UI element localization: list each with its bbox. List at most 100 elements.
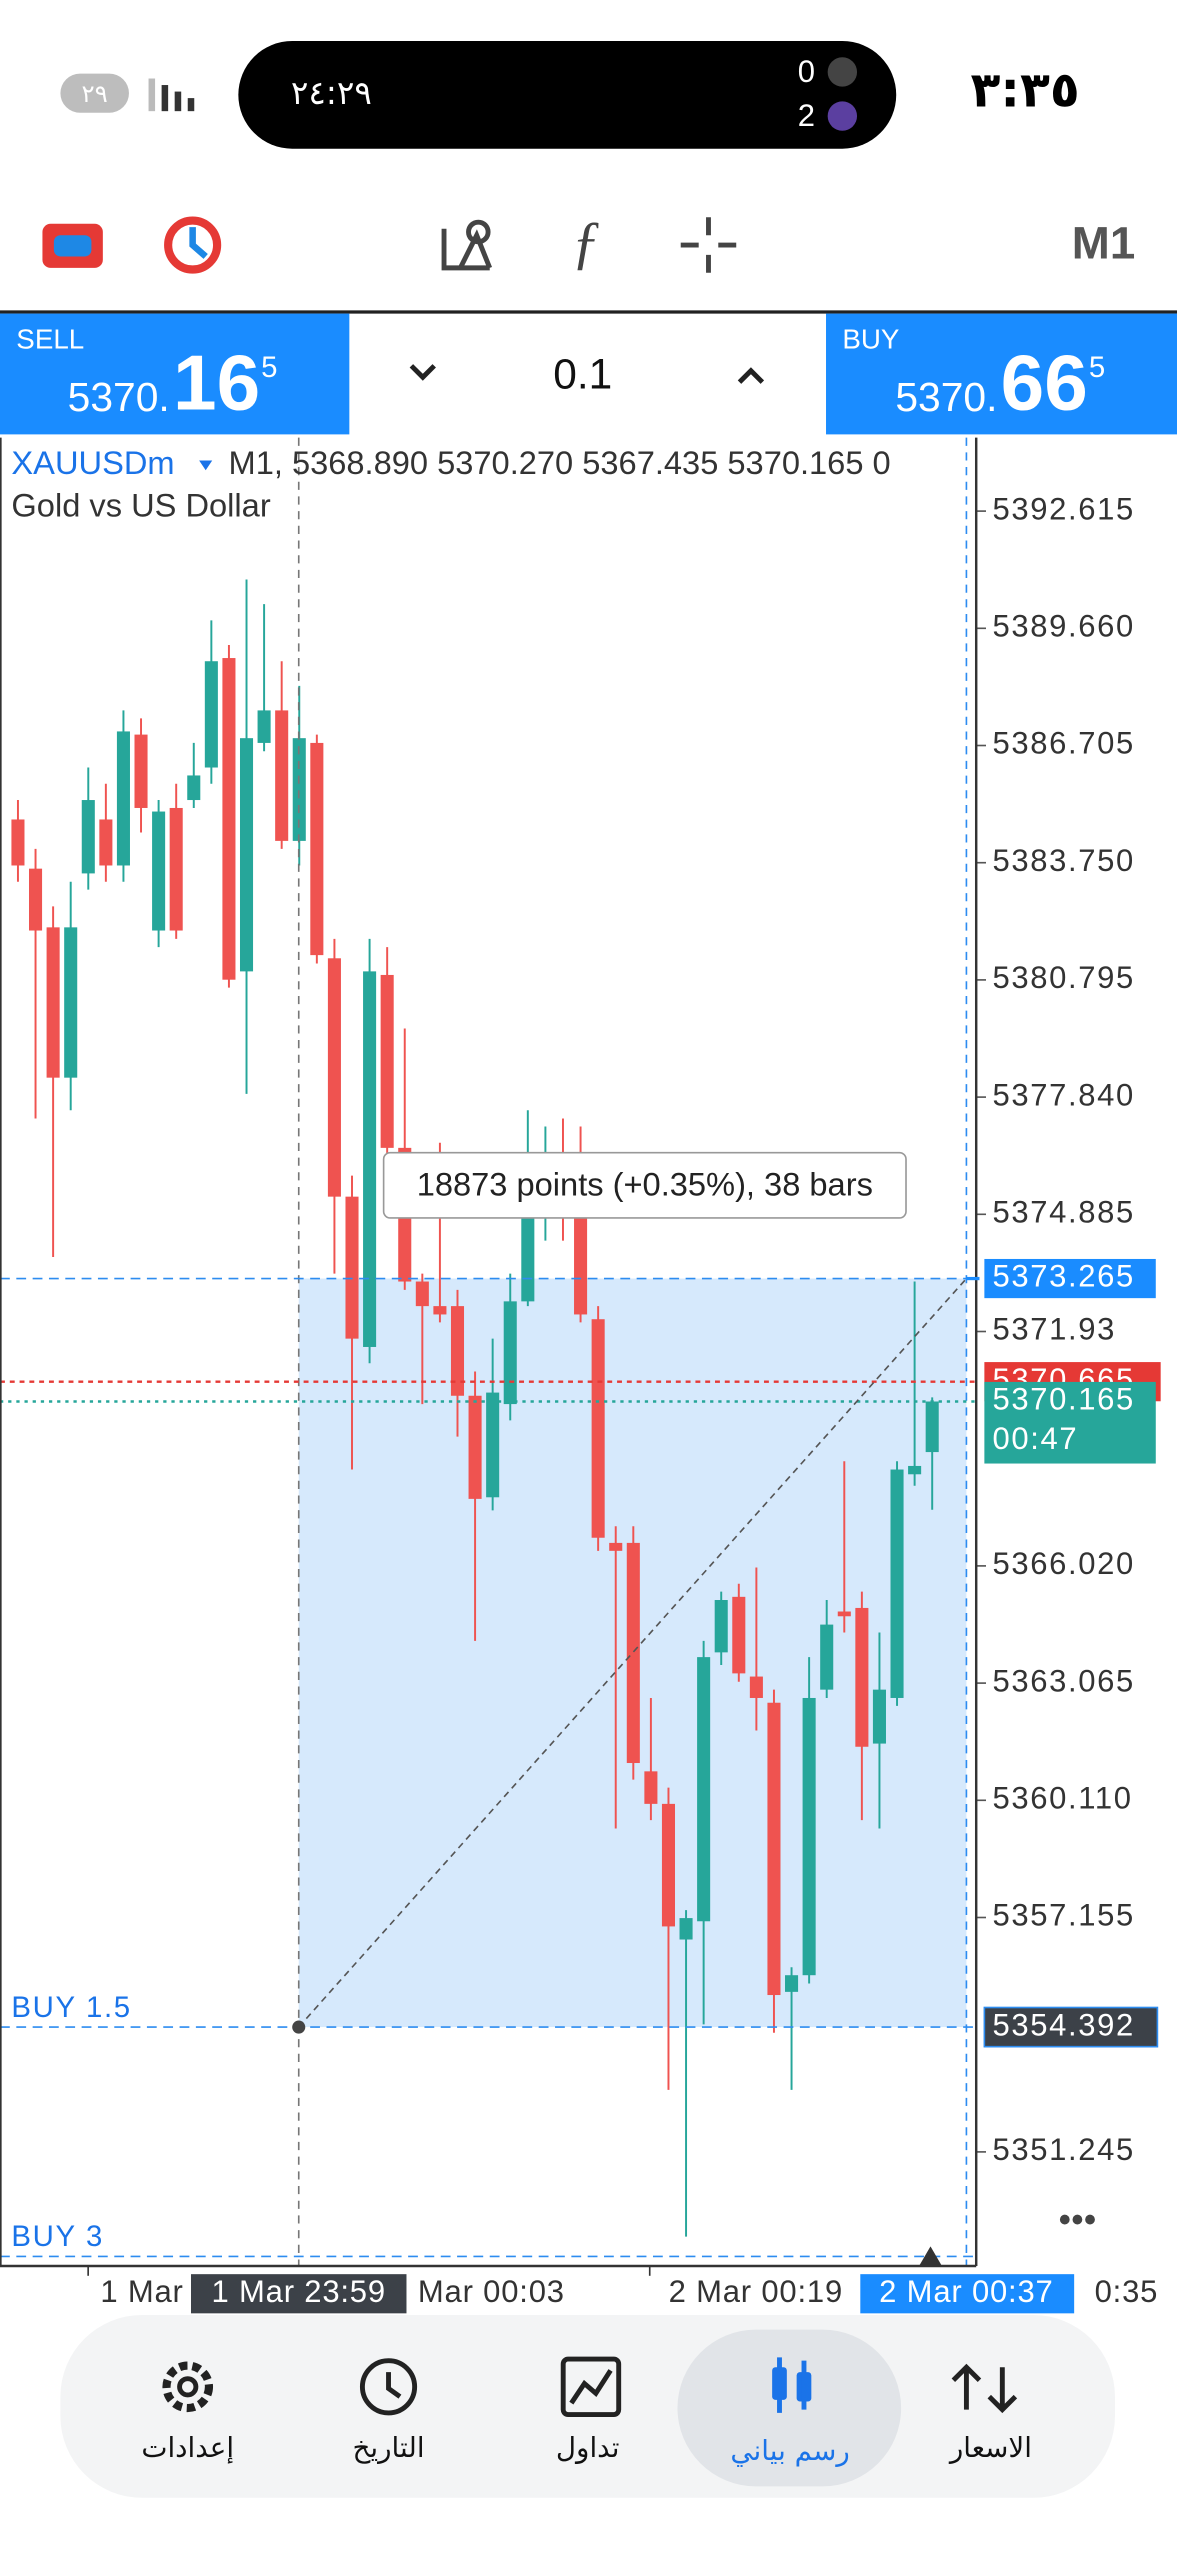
candle-body [714,1600,728,1653]
order-price-box [983,2006,1159,2048]
nav-label[interactable]: تداول [556,2431,620,2464]
crosshair-time-box [860,2274,1075,2314]
time-box [190,2274,407,2314]
crosshair-price: 5373.265 [993,1259,1135,1294]
nav-label[interactable]: رسم بياني [730,2434,849,2467]
candle-body [46,927,60,1078]
candle-body [239,738,254,972]
nav-label[interactable]: إعدادات [141,2431,234,2464]
candle-body [345,1196,359,1339]
objects-icon[interactable] [441,228,493,271]
candle-body [468,1395,482,1499]
candle-body [574,1208,588,1315]
sell-button[interactable] [0,313,350,435]
y-tick-label: 5360.110 [993,1780,1133,1815]
trade-nav-icon[interactable] [560,2356,622,2418]
bid-price: 5370.165 [993,1382,1135,1417]
candle-body [661,1803,676,1927]
candle-body [697,1657,711,1922]
trade-icon-inner [53,235,92,257]
battery-level: ٢٩ [82,79,108,108]
candle-body [626,1542,640,1764]
ohlc-info: M1, 5368.890 5370.270 5367.435 5370.165 … [229,444,891,481]
candle-body [450,1306,465,1396]
nav-label[interactable]: الاسعار [948,2431,1032,2464]
more-menu[interactable]: ••• [1059,2198,1097,2239]
candle-body [732,1596,746,1674]
candle-body [204,661,218,768]
measure-start [292,2020,306,2034]
function-icon[interactable]: ƒ [571,210,600,275]
trade-nav-line [569,2369,613,2405]
timeframe[interactable]: M1 [1072,218,1135,269]
candle-body [820,1624,834,1690]
y-tick-label: 5380.795 [993,960,1135,995]
candle-body [327,958,341,1197]
settings-icon[interactable] [162,2361,214,2413]
candle-body [486,1392,500,1498]
y-tick-label: 5374.885 [993,1194,1135,1229]
candle-body [925,1401,939,1453]
candle-body [81,800,95,874]
y-tick-label: 5366.020 [993,1546,1135,1581]
chart: 5392.615 5389.660 5386.705 5383.750 5380.795… [0,437,1161,2314]
y-tick-label: 5386.705 [993,726,1135,761]
candle-body [749,1676,763,1698]
candle-body [433,1306,447,1315]
chart-icon[interactable] [772,2357,812,2413]
candle-body [503,1301,517,1405]
y-tick-label: 5392.615 [993,491,1135,526]
crosshair-icon[interactable] [680,217,737,273]
candle-body [116,731,130,866]
lot-size[interactable]: 0.1 [553,350,612,397]
y-tick-label: 5371.93 [993,1312,1116,1347]
lot-down[interactable] [409,364,436,381]
score-home: 0 [798,54,815,89]
candle-body [872,1689,886,1744]
buy-price-big: 66 [1001,338,1088,426]
candle-body [222,658,236,980]
order-price: 5354.392 [993,2007,1135,2042]
lot-up[interactable] [737,367,765,384]
symbol-dropdown [199,460,213,471]
history-icon[interactable] [359,2358,418,2416]
buy-price: 5370. [895,374,997,420]
buy-button[interactable] [826,313,1177,435]
buy-price-sup: 5 [1089,351,1105,384]
indicator-icon[interactable] [164,216,222,274]
x-tick-label: 0:35 [1095,2274,1159,2309]
bar-timer: 00:47 [993,1421,1079,1456]
measure-start-time: 1 Mar 23:59 [212,2274,386,2309]
battery [60,73,129,113]
candle-body [99,819,113,866]
quotes-icon[interactable] [951,2363,1018,2414]
dynamic-island [238,40,897,149]
crosshair-time: 2 Mar 00:37 [879,2274,1053,2309]
candle-body [380,974,394,1148]
y-tick-label: 5363.065 [993,1663,1135,1698]
candle-body [591,1319,605,1538]
candle-body [134,734,148,808]
candle-body [11,819,25,866]
description: Gold vs US Dollar [11,486,270,523]
indicator-icon-hand [189,227,208,259]
measure-label: 18873 points (+0.35%), 38 bars [417,1166,873,1203]
nav-label[interactable]: التاريخ [353,2431,425,2464]
clock: ٣:٣٥ [971,62,1080,119]
sell-label: SELL [16,324,84,355]
candle-body [767,1702,781,1996]
match-timer: ٢٤:٢٩ [291,74,372,112]
candle-body [415,1281,429,1307]
sell-price-big: 16 [173,338,260,426]
candle-body [890,1469,904,1698]
y-tick-label: 5383.750 [993,843,1135,878]
candle-body [363,971,377,1347]
y-tick-label: 5357.155 [993,1898,1135,1933]
bid-box [984,1381,1156,1464]
candle-body [257,710,271,743]
candle-body [802,1697,816,1976]
candle-body [908,1465,922,1475]
team-logo [827,57,858,87]
candle-body [64,927,78,1078]
